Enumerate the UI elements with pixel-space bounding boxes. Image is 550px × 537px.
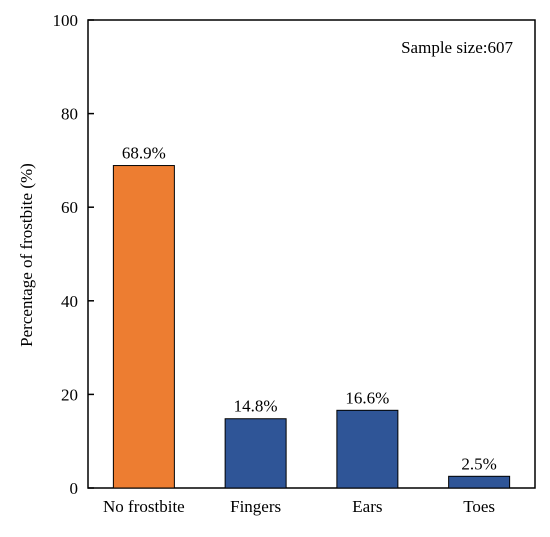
- bar-fingers: [224, 418, 287, 489]
- x-axis-category-labels: No frostbite Fingers Ears Toes: [103, 497, 495, 516]
- data-label: 14.8%: [234, 397, 278, 416]
- y-axis-title: Percentage of frostbite (%): [17, 163, 36, 347]
- data-label: 16.6%: [345, 388, 389, 407]
- x-category-label: Fingers: [230, 497, 281, 516]
- plot-area-frame: [87, 19, 536, 489]
- bars-group: [112, 165, 511, 489]
- y-axis-ticks: 0 20 40 60 80 100: [53, 11, 94, 498]
- data-label: 2.5%: [461, 454, 496, 473]
- y-tick-label: 0: [70, 479, 79, 498]
- y-tick-label: 40: [61, 292, 78, 311]
- x-category-label: No frostbite: [103, 497, 185, 516]
- x-category-label: Toes: [463, 497, 495, 516]
- plot-border: [87, 19, 536, 489]
- bar-no-frostbite: [112, 165, 175, 489]
- x-category-label: Ears: [352, 497, 382, 516]
- y-tick-label: 100: [53, 11, 79, 30]
- y-tick-label: 60: [61, 198, 78, 217]
- data-label: 68.9%: [122, 144, 166, 163]
- y-tick-label: 80: [61, 105, 78, 124]
- bar-toes: [448, 475, 511, 489]
- y-tick-label: 20: [61, 385, 78, 404]
- sample-size-annotation: Sample size:607: [401, 38, 513, 57]
- bar-ears: [336, 409, 399, 489]
- data-labels-group: 68.9% 14.8% 16.6% 2.5%: [122, 144, 497, 474]
